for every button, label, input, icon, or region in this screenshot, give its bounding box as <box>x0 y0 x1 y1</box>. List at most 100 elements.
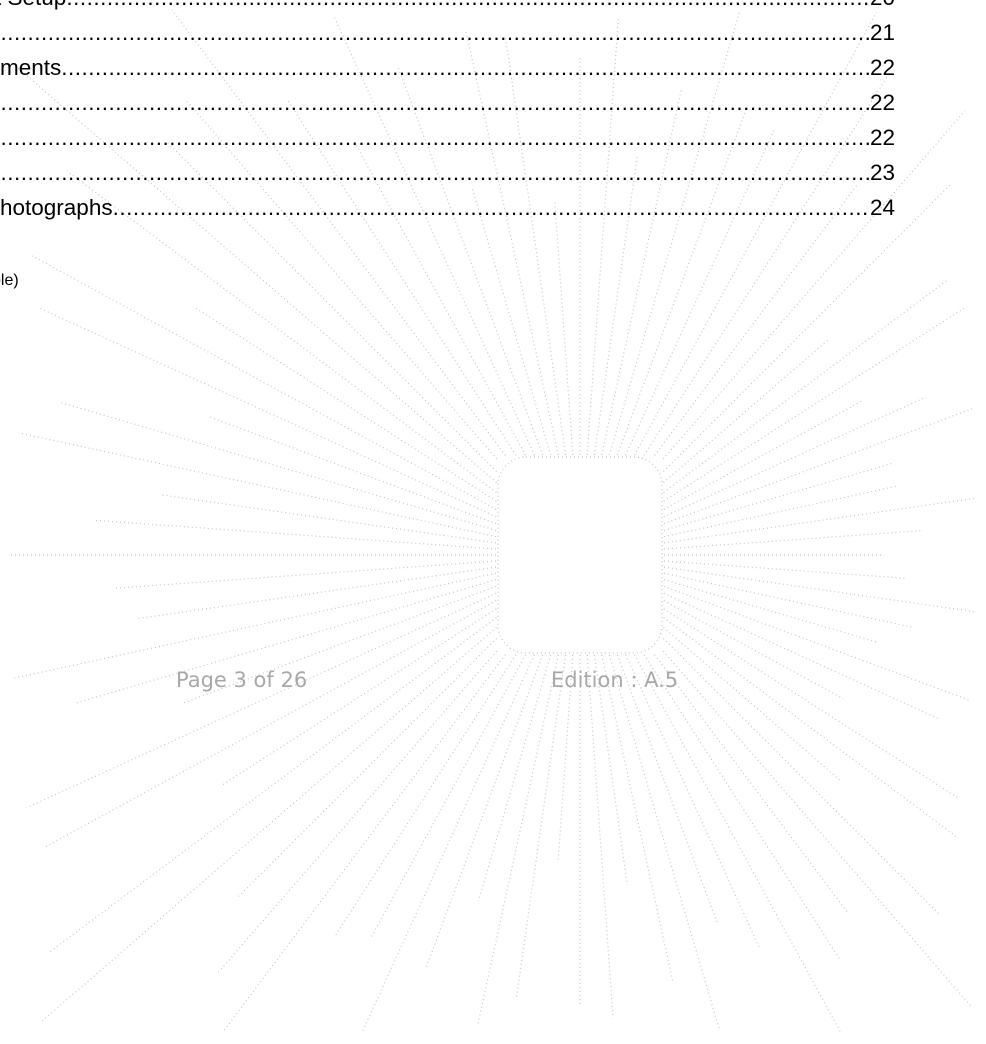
toc-entry[interactable]: ........................................… <box>0 123 895 153</box>
toc-entry[interactable]: ........................................… <box>0 88 895 118</box>
watermark-ray <box>663 485 899 538</box>
watermark-ray <box>515 654 567 998</box>
watermark-ray <box>663 600 844 700</box>
watermark-ray <box>586 18 619 456</box>
watermark-ray <box>31 255 497 510</box>
toc-entry[interactable]: Test Setup .............................… <box>0 0 895 13</box>
watermark-ray <box>601 88 682 456</box>
watermark-ray <box>353 140 527 456</box>
toc-entry-page: 21 <box>869 20 895 45</box>
toc-entry-title: hotographs <box>0 195 113 220</box>
watermark-ray <box>616 654 719 925</box>
watermark-ray <box>166 141 498 473</box>
toc-leader-dots: ........................................… <box>66 0 870 13</box>
watermark-ray <box>93 519 497 550</box>
note-text: ble) <box>0 272 19 289</box>
watermark-ray <box>135 566 497 620</box>
watermark-ray <box>45 600 497 848</box>
toc-entry[interactable]: ........................................… <box>0 18 895 48</box>
watermark-ray <box>663 579 877 643</box>
toc-entry-page: 23 <box>869 160 895 185</box>
watermark-ray <box>654 654 848 913</box>
watermark-ray <box>66 170 497 493</box>
watermark-ray <box>654 184 858 456</box>
watermark-ray <box>663 592 940 720</box>
watermark-ray <box>160 494 497 544</box>
toc-entry-page: 20 <box>870 0 895 13</box>
watermark-ray <box>663 608 960 800</box>
watermark-ray <box>663 560 907 579</box>
watermark-ray <box>593 154 639 456</box>
watermark-ray <box>608 654 721 1031</box>
watermark-ray <box>39 626 497 1024</box>
watermark-center-frame <box>497 456 663 654</box>
watermark-ray <box>208 415 497 525</box>
watermark-ray <box>238 637 498 897</box>
toc-leader-dots: ........................................… <box>0 160 870 185</box>
watermark-ray <box>662 637 941 916</box>
watermark-ray <box>663 626 843 783</box>
watermark-ray <box>663 497 976 544</box>
watermark-ray <box>663 530 922 550</box>
watermark-ray <box>586 654 614 1019</box>
watermark-ray <box>361 654 535 1034</box>
watermark-ray <box>217 650 498 974</box>
watermark-ray <box>424 654 544 970</box>
watermark-ray <box>221 608 497 786</box>
watermark-ray <box>662 110 966 460</box>
watermark-ray <box>601 654 674 982</box>
watermark-ray <box>625 654 761 950</box>
watermark-ray <box>287 100 517 456</box>
watermark-ray <box>662 183 952 473</box>
watermark-ray <box>662 650 972 1007</box>
watermark-ray <box>663 462 894 531</box>
watermark-ray <box>663 400 862 510</box>
watermark-ray <box>477 654 559 1025</box>
watermark-ray <box>663 585 972 702</box>
footer-page-number: Page 3 of 26 <box>176 668 308 692</box>
watermark-ray <box>663 396 927 518</box>
watermark-ray <box>663 339 828 484</box>
footer-edition: Edition : A.5 <box>551 668 679 692</box>
watermark-ray <box>633 12 877 456</box>
watermark-ray <box>663 617 959 839</box>
toc-entry-title: Test Setup <box>0 0 66 13</box>
watermark-ray <box>18 432 497 538</box>
watermark-ray <box>37 306 497 518</box>
toc-entry[interactable]: hotographs .............................… <box>0 193 895 223</box>
watermark-ray <box>643 654 841 961</box>
watermark-ray <box>396 64 544 456</box>
watermark-ray <box>332 14 535 456</box>
watermark-ray <box>554 200 574 456</box>
watermark-ray <box>12 572 497 679</box>
toc-leader-dots: ........................................… <box>0 125 870 150</box>
toc-entry-title: ments <box>0 55 62 80</box>
toc-leader-dots: ........................................… <box>112 195 870 220</box>
watermark-ray <box>465 30 559 456</box>
watermark-ray <box>171 9 506 456</box>
watermark-ray <box>115 560 497 589</box>
toc-entry[interactable]: ........................................… <box>0 158 895 188</box>
watermark-ray <box>49 617 497 953</box>
watermark-ray <box>76 579 497 704</box>
watermark-ray <box>369 654 527 940</box>
toc-entry-page: 22 <box>869 55 895 80</box>
toc-leader-dots: ........................................… <box>0 20 870 45</box>
watermark-ray <box>663 407 975 525</box>
toc-entry[interactable]: ments ..................................… <box>0 53 895 83</box>
watermark-ray <box>185 99 498 460</box>
watermark-ray <box>195 307 497 502</box>
watermark-ray <box>663 278 949 493</box>
watermark-ray <box>477 654 552 901</box>
watermark-ray <box>26 592 497 809</box>
watermark-ray <box>593 654 628 886</box>
watermark-ray <box>633 654 843 1035</box>
watermark-ray <box>663 306 967 502</box>
watermark-ray <box>663 566 976 613</box>
toc-entry-page: 24 <box>869 195 895 220</box>
watermark-ray <box>222 654 506 1033</box>
toc-leader-dots: ........................................… <box>61 55 870 80</box>
watermark-ray <box>335 654 517 936</box>
toc-entry-page: 22 <box>869 125 895 150</box>
